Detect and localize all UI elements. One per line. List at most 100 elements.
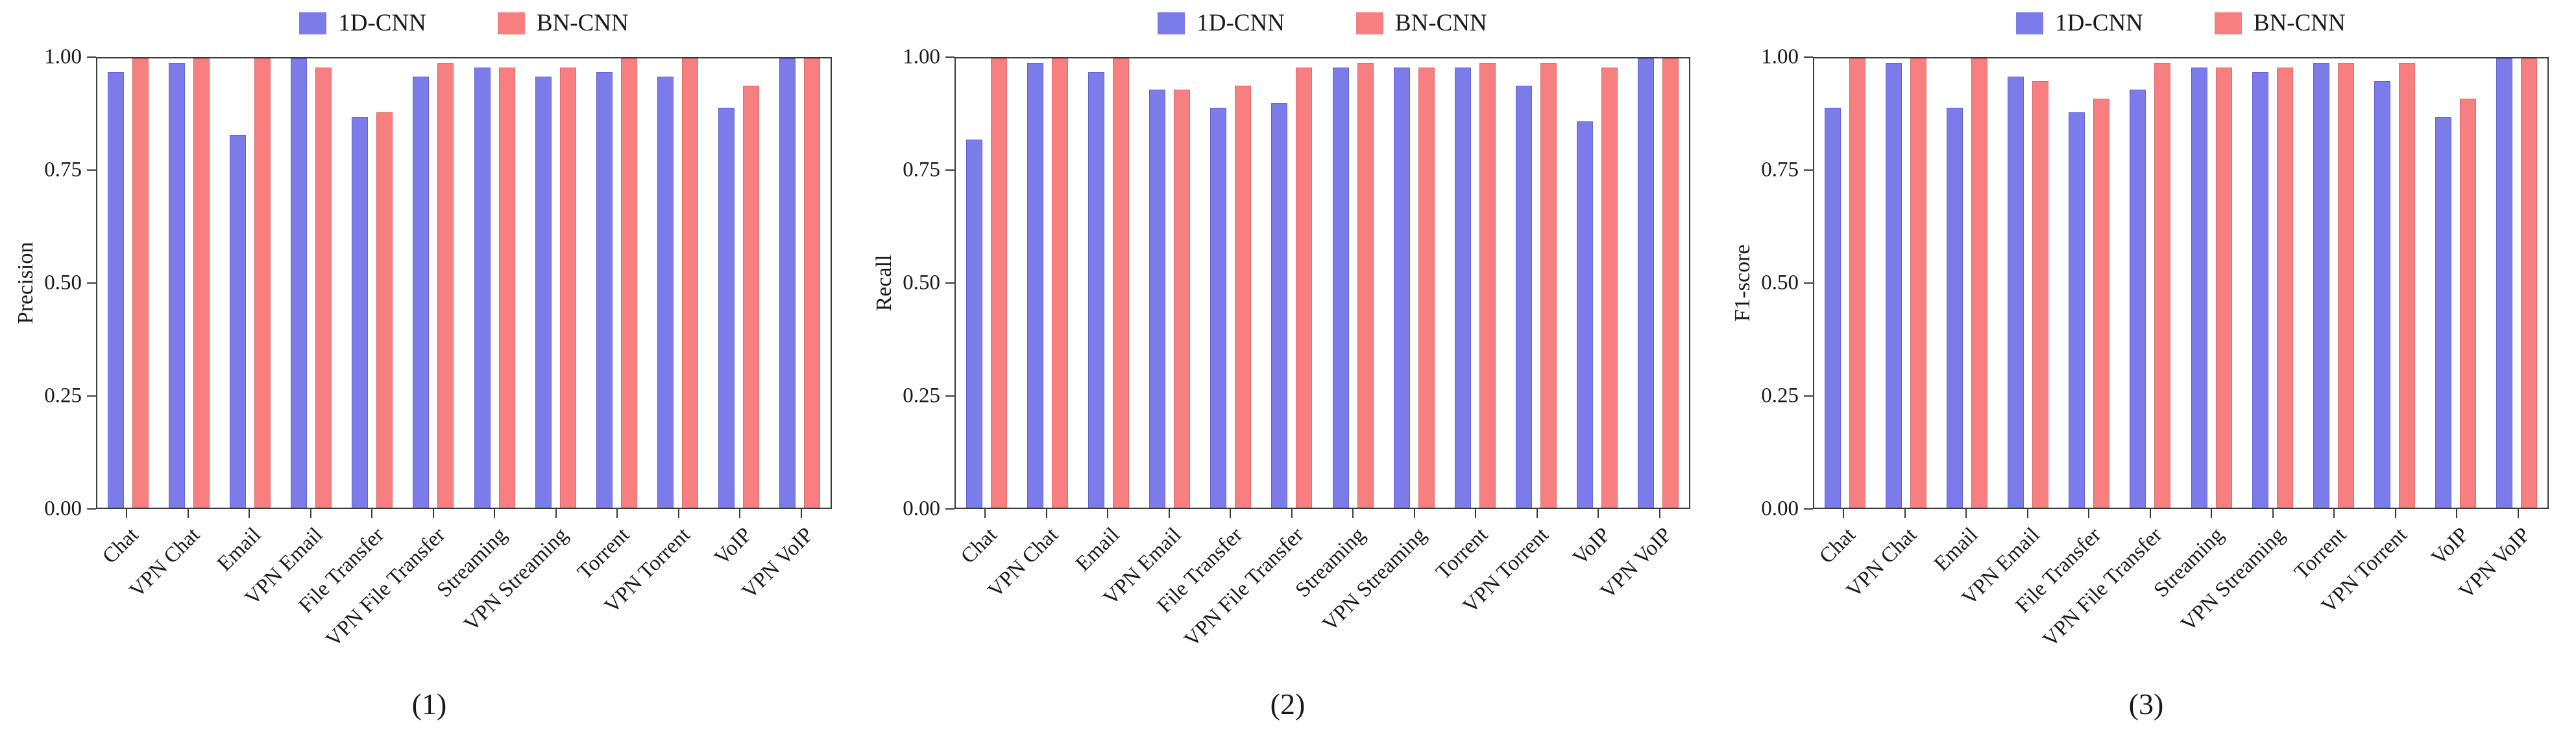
x-tick-mark bbox=[1965, 509, 1967, 518]
y-tick-mark bbox=[1804, 56, 1813, 58]
bar-group bbox=[2303, 58, 2364, 508]
y-tick-mark bbox=[945, 56, 954, 58]
bar-group bbox=[403, 58, 464, 508]
bar-1d-cnn bbox=[2130, 90, 2146, 508]
y-tick-mark bbox=[1804, 169, 1813, 171]
x-category-label: Email bbox=[213, 523, 266, 576]
x-category-label: VPN Streaming bbox=[459, 523, 573, 636]
bar-1d-cnn bbox=[1885, 62, 1902, 508]
x-tick-mark bbox=[2272, 509, 2274, 518]
bar-1d-cnn bbox=[2435, 116, 2452, 508]
bar-group bbox=[1444, 58, 1505, 508]
bar-1d-cnn bbox=[1088, 71, 1104, 508]
legend-item-1d-cnn: 1D-CNN bbox=[2016, 9, 2143, 37]
bar-group bbox=[1383, 58, 1444, 508]
plot-area bbox=[954, 57, 1690, 509]
y-tick-mark bbox=[87, 56, 96, 58]
x-tick-mark bbox=[371, 509, 373, 518]
bar-1d-cnn bbox=[1393, 67, 1410, 508]
chart-legend: 1D-CNN BN-CNN bbox=[954, 9, 1690, 37]
x-category-label: Torrent bbox=[572, 523, 634, 584]
bar-bn-cnn bbox=[1357, 62, 1374, 508]
bar-1d-cnn bbox=[1454, 67, 1471, 508]
x-tick-mark bbox=[1843, 509, 1845, 518]
x-tick-mark bbox=[1291, 509, 1293, 518]
x-tick-mark bbox=[2456, 509, 2458, 518]
bar-group bbox=[648, 58, 709, 508]
bar-group bbox=[2486, 58, 2547, 508]
bar-1d-cnn bbox=[2313, 62, 2329, 508]
bar-group bbox=[1078, 58, 1139, 508]
x-tick-mark bbox=[2088, 509, 2090, 518]
bar-group bbox=[770, 58, 831, 508]
recall-chart-panel: 1D-CNN BN-CNN Recall 0.00 0.25 0.50 0.75 1.0… bbox=[858, 0, 1717, 729]
y-tick-label: 0.50 bbox=[903, 271, 940, 295]
x-tick-mark bbox=[1659, 509, 1660, 518]
bar-1d-cnn bbox=[966, 139, 982, 508]
bar-bn-cnn bbox=[1418, 67, 1435, 508]
bar-bn-cnn bbox=[1601, 67, 1618, 508]
bar-group bbox=[586, 58, 647, 508]
y-tick-label: 0.00 bbox=[44, 497, 82, 521]
bar-bn-cnn bbox=[1849, 58, 1865, 508]
bar-1d-cnn bbox=[2496, 58, 2513, 508]
bar-group bbox=[956, 58, 1017, 508]
x-tick-mark bbox=[187, 509, 189, 518]
bar-1d-cnn bbox=[2008, 76, 2024, 508]
bar-bn-cnn bbox=[2093, 99, 2110, 508]
bar-bn-cnn bbox=[1051, 58, 1068, 508]
bar-group bbox=[281, 58, 342, 508]
bar-group bbox=[709, 58, 770, 508]
x-tick-mark bbox=[2333, 509, 2335, 518]
bar-group bbox=[2425, 58, 2486, 508]
bar-bn-cnn bbox=[1296, 67, 1313, 508]
x-category-label: Chat bbox=[98, 523, 143, 569]
legend-item-bn-cnn: BN-CNN bbox=[497, 9, 629, 37]
bar-bn-cnn bbox=[1112, 58, 1129, 508]
bar-group bbox=[1998, 58, 2059, 508]
y-tick-label: 1.00 bbox=[1761, 45, 1799, 69]
bar-1d-cnn bbox=[107, 71, 124, 508]
bar-bn-cnn bbox=[990, 58, 1007, 508]
bar-1d-cnn bbox=[1516, 85, 1533, 508]
bar-bn-cnn bbox=[376, 112, 393, 508]
legend-label-bn-cnn: BN-CNN bbox=[1394, 10, 1487, 36]
y-tick-label: 0.00 bbox=[1761, 497, 1799, 521]
bar-group bbox=[97, 58, 158, 508]
bar-1d-cnn bbox=[2191, 67, 2207, 508]
x-category-label: Torrent bbox=[1431, 523, 1492, 584]
y-tick-mark bbox=[87, 282, 96, 284]
y-tick-label: 0.25 bbox=[903, 384, 940, 408]
y-tick-label: 0.50 bbox=[1761, 271, 1799, 295]
legend-swatch-1d-cnn bbox=[299, 12, 327, 34]
legend-item-bn-cnn: BN-CNN bbox=[1355, 9, 1487, 37]
x-tick-mark bbox=[616, 509, 618, 518]
bar-bn-cnn bbox=[559, 67, 576, 508]
x-tick-mark bbox=[1536, 509, 1538, 518]
x-category-label: VoIP bbox=[1568, 523, 1615, 570]
x-tick-mark bbox=[1598, 509, 1599, 518]
x-tick-mark bbox=[2394, 509, 2396, 518]
x-tick-mark bbox=[310, 509, 311, 518]
bar-group bbox=[525, 58, 586, 508]
bar-bn-cnn bbox=[2460, 99, 2477, 508]
x-category-label: Email bbox=[1071, 523, 1124, 576]
bar-group bbox=[1017, 58, 1078, 508]
x-category-label: VPN Streaming bbox=[2176, 523, 2290, 636]
y-tick-mark bbox=[1804, 508, 1813, 510]
bar-group bbox=[2181, 58, 2242, 508]
bar-1d-cnn bbox=[474, 67, 491, 508]
y-tick-label: 0.25 bbox=[1761, 384, 1799, 408]
bar-bn-cnn bbox=[2154, 62, 2171, 508]
bar-1d-cnn bbox=[352, 116, 369, 508]
bar-1d-cnn bbox=[2252, 71, 2268, 508]
legend-label-bn-cnn: BN-CNN bbox=[536, 10, 629, 36]
x-tick-mark bbox=[800, 509, 802, 518]
bar-bn-cnn bbox=[315, 67, 332, 508]
y-tick-label: 0.25 bbox=[44, 384, 82, 408]
x-category-label: Email bbox=[1930, 523, 1983, 576]
x-category-label: Torrent bbox=[2289, 523, 2351, 584]
x-tick-mark bbox=[432, 509, 434, 518]
bar-group bbox=[1322, 58, 1383, 508]
